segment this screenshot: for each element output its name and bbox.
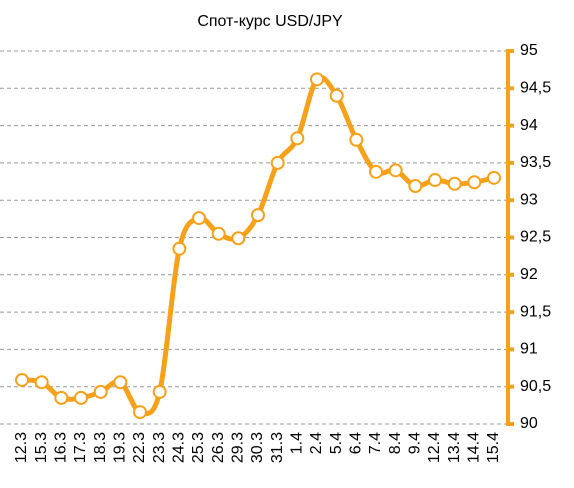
x-tick-label: 18.3 <box>92 432 109 463</box>
x-tick-label: 12.4 <box>426 432 443 463</box>
x-tick-label: 14.4 <box>466 432 483 463</box>
y-tick-label: 90,5 <box>520 378 551 395</box>
point <box>428 173 442 188</box>
x-tick-label: 26.3 <box>210 432 227 463</box>
y-tick-label: 92 <box>520 266 538 283</box>
x-tick-label: 6.4 <box>348 432 365 454</box>
point <box>447 176 462 191</box>
y-tick-label: 90 <box>520 415 538 432</box>
x-tick-label: 1.4 <box>289 432 306 454</box>
series-line <box>21 75 495 417</box>
point <box>34 375 49 390</box>
y-tick-label: 95 <box>520 42 538 59</box>
point <box>231 231 246 246</box>
x-tick-label: 2.4 <box>308 432 325 454</box>
x-tick-label: 8.4 <box>387 432 404 454</box>
point <box>211 226 226 241</box>
point <box>487 170 501 185</box>
point <box>290 131 305 146</box>
point <box>349 132 364 147</box>
x-tick-label: 15.4 <box>485 432 502 463</box>
x-tick-label: 7.4 <box>367 432 384 454</box>
y-tick-label: 94,5 <box>520 80 551 97</box>
y-tick-label: 91,5 <box>520 303 551 320</box>
chart-title: Спот-курс USD/JPY <box>197 13 343 30</box>
point <box>467 175 482 190</box>
x-tick-label: 15.3 <box>33 432 50 463</box>
point <box>113 375 128 390</box>
point <box>310 72 324 87</box>
point <box>133 405 147 420</box>
x-tick-label: 22.3 <box>131 432 148 463</box>
y-tick-label: 93,5 <box>520 154 551 171</box>
x-tick-label: 25.3 <box>190 432 207 463</box>
point <box>152 384 167 399</box>
point <box>270 155 285 170</box>
x-tick-label: 29.3 <box>230 432 247 463</box>
x-tick-label: 12.3 <box>13 432 30 463</box>
y-tick-label: 91 <box>520 341 538 358</box>
point <box>74 390 88 405</box>
point <box>329 88 344 103</box>
x-tick-label: 30.3 <box>249 432 266 463</box>
point <box>172 241 187 256</box>
y-tick-label: 92,5 <box>520 229 551 246</box>
x-tick-label: 9.4 <box>407 432 424 454</box>
y-tick-label: 94 <box>520 117 538 134</box>
x-tick-label: 16.3 <box>53 432 70 463</box>
x-tick-label: 13.4 <box>446 432 463 463</box>
x-tick-label: 23.3 <box>151 432 168 463</box>
x-tick-label: 5.4 <box>328 432 345 454</box>
x-tick-label: 24.3 <box>171 432 188 463</box>
x-tick-label: 17.3 <box>72 432 89 463</box>
point <box>192 211 206 226</box>
point <box>251 208 265 223</box>
point <box>369 164 383 179</box>
x-tick-label: 31.3 <box>269 432 286 463</box>
point <box>388 163 403 178</box>
point <box>54 390 69 405</box>
point <box>408 179 423 194</box>
y-tick-label: 93 <box>520 191 538 208</box>
point <box>15 372 29 387</box>
x-tick-label: 19.3 <box>112 432 129 463</box>
point <box>93 384 108 399</box>
